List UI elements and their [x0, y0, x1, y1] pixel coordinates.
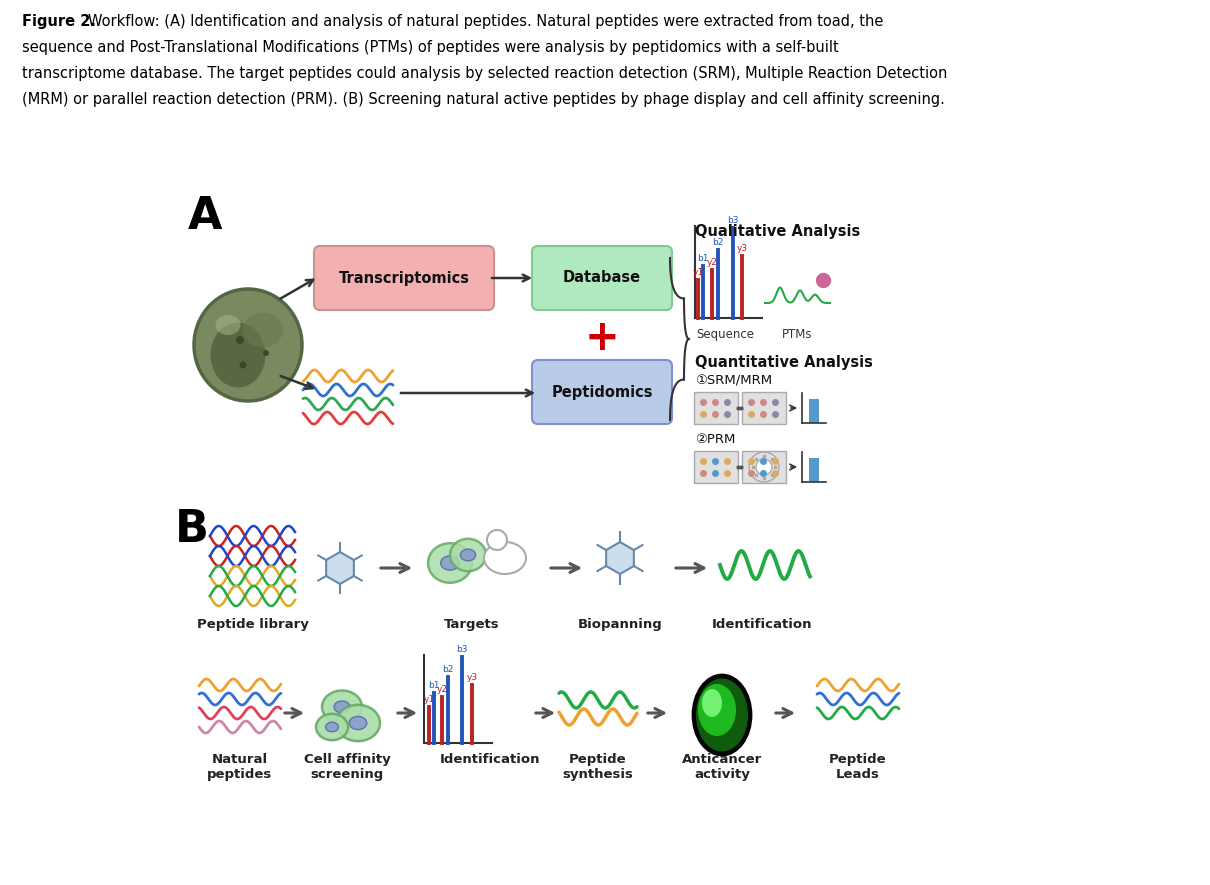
Bar: [809, 458, 819, 482]
Circle shape: [236, 336, 244, 344]
Ellipse shape: [316, 714, 348, 740]
Text: Peptidomics: Peptidomics: [552, 384, 652, 399]
Text: y3: y3: [466, 673, 478, 682]
Bar: [809, 399, 819, 423]
Text: b3: b3: [727, 216, 739, 225]
Ellipse shape: [325, 722, 339, 732]
Ellipse shape: [484, 542, 526, 574]
Text: y2: y2: [707, 258, 718, 267]
FancyBboxPatch shape: [695, 451, 738, 483]
Circle shape: [749, 452, 779, 482]
Text: b1: b1: [697, 254, 709, 263]
FancyBboxPatch shape: [532, 360, 672, 424]
Ellipse shape: [350, 716, 367, 729]
Ellipse shape: [215, 315, 241, 335]
Circle shape: [486, 530, 507, 550]
Text: (MRM) or parallel reaction detection (PRM). (B) Screening natural active peptide: (MRM) or parallel reaction detection (PR…: [22, 92, 945, 107]
Text: Figure 2.: Figure 2.: [22, 14, 96, 29]
Ellipse shape: [693, 675, 751, 755]
Text: b2: b2: [713, 238, 724, 247]
Text: PTMs: PTMs: [782, 328, 812, 341]
FancyBboxPatch shape: [742, 392, 786, 424]
Text: Sequence: Sequence: [696, 328, 754, 341]
Text: y1: y1: [424, 695, 434, 704]
Text: Peptide
Leads: Peptide Leads: [829, 753, 887, 781]
Text: b2: b2: [443, 665, 454, 674]
Ellipse shape: [211, 322, 265, 388]
Circle shape: [263, 350, 269, 356]
Text: transcriptome database. The target peptides could analysis by selected reaction : transcriptome database. The target pepti…: [22, 66, 947, 81]
Text: y2: y2: [437, 685, 448, 694]
Text: Identification: Identification: [439, 753, 540, 766]
Text: Peptide
synthesis: Peptide synthesis: [563, 753, 634, 781]
Ellipse shape: [428, 543, 472, 583]
Ellipse shape: [440, 556, 460, 570]
Ellipse shape: [194, 289, 302, 401]
Ellipse shape: [334, 701, 350, 713]
Text: Natural
peptides: Natural peptides: [207, 753, 272, 781]
Ellipse shape: [702, 689, 722, 717]
Text: A: A: [188, 195, 223, 238]
Text: Qualitative Analysis: Qualitative Analysis: [695, 224, 860, 239]
Text: y1: y1: [692, 268, 703, 277]
Text: ②PRM: ②PRM: [695, 433, 736, 446]
Text: Anticancer
activity: Anticancer activity: [682, 753, 762, 781]
Ellipse shape: [460, 550, 476, 561]
Text: Targets: Targets: [444, 618, 500, 631]
Text: +: +: [584, 317, 620, 359]
Text: Identification: Identification: [711, 618, 812, 631]
Ellipse shape: [243, 312, 283, 348]
FancyBboxPatch shape: [315, 246, 494, 310]
Circle shape: [756, 459, 772, 475]
Text: b3: b3: [456, 645, 468, 654]
Text: Cell affinity
screening: Cell affinity screening: [304, 753, 391, 781]
Text: B: B: [175, 508, 209, 551]
Ellipse shape: [450, 539, 486, 571]
Text: y3: y3: [737, 244, 748, 253]
Ellipse shape: [698, 684, 736, 736]
Text: Transcriptomics: Transcriptomics: [339, 271, 469, 286]
Text: sequence and Post-Translational Modifications (PTMs) of peptides were analysis b: sequence and Post-Translational Modifica…: [22, 40, 839, 55]
Text: Workflow: (A) Identification and analysis of natural peptides. Natural peptides : Workflow: (A) Identification and analysi…: [88, 14, 883, 29]
Text: b1: b1: [428, 681, 439, 690]
FancyBboxPatch shape: [532, 246, 672, 310]
Text: Biopanning: Biopanning: [577, 618, 662, 631]
FancyBboxPatch shape: [695, 392, 738, 424]
Ellipse shape: [336, 704, 380, 741]
Circle shape: [240, 361, 247, 368]
Text: Database: Database: [563, 271, 641, 286]
Text: Peptide library: Peptide library: [197, 618, 309, 631]
FancyBboxPatch shape: [742, 451, 786, 483]
Ellipse shape: [696, 679, 748, 751]
Ellipse shape: [322, 690, 362, 724]
Text: ①SRM/MRM: ①SRM/MRM: [695, 374, 772, 387]
Text: Quantitative Analysis: Quantitative Analysis: [695, 355, 872, 370]
